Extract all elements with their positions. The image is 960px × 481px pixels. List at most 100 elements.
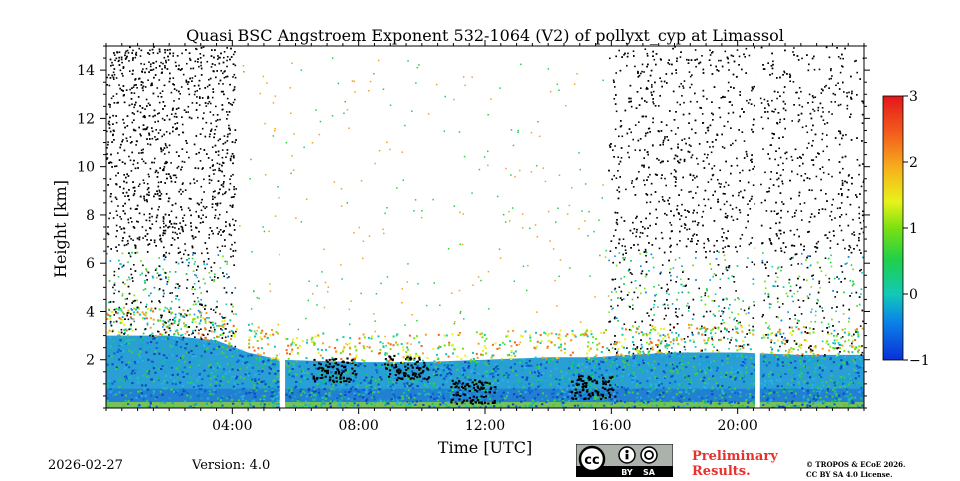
bl-top-pixel bbox=[119, 318, 122, 321]
bl-pixel bbox=[747, 401, 750, 404]
bl-pixel bbox=[689, 355, 692, 358]
bl-pixel bbox=[401, 402, 405, 405]
bl-pixel bbox=[288, 371, 291, 374]
bl-top-pixel bbox=[782, 354, 785, 357]
bl-top-pixel bbox=[197, 332, 200, 335]
bl-top-pixel bbox=[120, 309, 123, 312]
bl-top-pixel bbox=[132, 318, 135, 321]
bl-pixel bbox=[194, 355, 197, 358]
bl-pixel bbox=[797, 382, 800, 385]
bl-top-pixel bbox=[275, 331, 278, 334]
bl-pixel bbox=[263, 362, 266, 365]
bl-pixel bbox=[794, 360, 797, 363]
bl-pixel bbox=[356, 389, 359, 392]
bl-pixel bbox=[609, 365, 613, 368]
dark-pixel bbox=[418, 356, 421, 359]
bl-top-pixel bbox=[194, 321, 197, 323]
dark-pixel bbox=[586, 390, 589, 393]
bl-pixel bbox=[546, 399, 549, 402]
bl-pixel bbox=[814, 367, 817, 369]
bl-pixel bbox=[799, 359, 802, 362]
bl-top-pixel bbox=[224, 339, 227, 342]
bl-pixel bbox=[124, 367, 127, 370]
bl-top-pixel bbox=[223, 323, 226, 326]
bl-pixel bbox=[799, 356, 802, 359]
bl-pixel bbox=[131, 338, 134, 341]
bl-top-pixel bbox=[151, 332, 154, 335]
bl-pixel bbox=[387, 385, 390, 387]
bl-pixel bbox=[720, 396, 724, 399]
bl-pixel bbox=[742, 361, 745, 364]
bl-pixel bbox=[467, 361, 470, 364]
bl-pixel bbox=[303, 391, 306, 394]
bl-top-pixel bbox=[825, 341, 828, 344]
bl-top-pixel bbox=[620, 353, 623, 356]
bl-pixel bbox=[704, 372, 707, 375]
bl-pixel bbox=[620, 378, 624, 381]
bl-pixel bbox=[454, 388, 457, 391]
bl-top-pixel bbox=[124, 328, 127, 331]
dark-pixel bbox=[342, 370, 345, 373]
bl-top-pixel bbox=[800, 344, 803, 346]
bl-pixel bbox=[363, 393, 366, 396]
bl-pixel bbox=[255, 389, 258, 392]
bl-pixel bbox=[649, 365, 652, 368]
bl-top-pixel bbox=[696, 327, 699, 330]
bl-pixel bbox=[344, 390, 347, 393]
bl-pixel bbox=[521, 376, 524, 379]
bl-pixel bbox=[693, 357, 696, 360]
bl-top-pixel bbox=[559, 329, 562, 332]
bl-pixel bbox=[632, 371, 635, 374]
bl-top-pixel bbox=[212, 324, 214, 326]
bl-pixel bbox=[249, 404, 252, 407]
bl-top-pixel bbox=[473, 359, 475, 362]
bl-pixel bbox=[436, 386, 439, 389]
bl-top-pixel bbox=[859, 345, 862, 348]
bl-pixel bbox=[825, 391, 828, 394]
bl-top-pixel bbox=[409, 354, 412, 357]
bl-pixel bbox=[231, 353, 234, 356]
bl-pixel bbox=[699, 355, 702, 358]
bl-pixel bbox=[680, 395, 683, 398]
bl-pixel bbox=[557, 392, 560, 395]
bl-top-pixel bbox=[533, 346, 536, 349]
noise-pixel bbox=[233, 186, 235, 188]
bl-pixel bbox=[631, 377, 635, 380]
bl-pixel bbox=[678, 367, 682, 370]
bl-pixel bbox=[144, 384, 147, 387]
bl-top-pixel bbox=[800, 331, 803, 334]
bl-pixel bbox=[127, 379, 130, 382]
bl-pixel bbox=[831, 363, 834, 365]
bl-pixel bbox=[554, 380, 557, 383]
bl-top-pixel bbox=[616, 354, 619, 357]
bl-top-pixel bbox=[358, 337, 361, 340]
bl-top-pixel bbox=[841, 328, 844, 331]
bl-pixel bbox=[614, 383, 617, 386]
bl-pixel bbox=[333, 388, 336, 391]
bl-pixel bbox=[492, 400, 495, 403]
bl-pixel bbox=[577, 398, 580, 401]
bl-pixel bbox=[718, 402, 721, 405]
bl-pixel bbox=[197, 362, 200, 365]
bl-top-pixel bbox=[342, 350, 345, 353]
bl-pixel bbox=[152, 392, 155, 395]
bl-pixel bbox=[657, 363, 660, 366]
bl-pixel bbox=[272, 404, 275, 407]
bl-top-pixel bbox=[408, 334, 411, 337]
bl-pixel bbox=[285, 390, 288, 393]
bl-pixel bbox=[517, 390, 520, 393]
bl-pixel bbox=[572, 386, 575, 389]
bl-pixel bbox=[448, 368, 451, 370]
dark-pixel bbox=[331, 374, 334, 377]
bl-pixel bbox=[456, 368, 459, 371]
bl-top-pixel bbox=[589, 347, 592, 350]
bl-top-pixel bbox=[379, 341, 382, 344]
bl-pixel bbox=[561, 390, 564, 392]
bl-pixel bbox=[704, 386, 707, 389]
bl-top-pixel bbox=[266, 337, 269, 339]
bl-pixel bbox=[768, 392, 771, 395]
bl-pixel bbox=[155, 405, 158, 408]
bl-pixel bbox=[814, 370, 817, 373]
dark-pixel bbox=[475, 396, 478, 399]
bl-pixel bbox=[474, 364, 478, 367]
